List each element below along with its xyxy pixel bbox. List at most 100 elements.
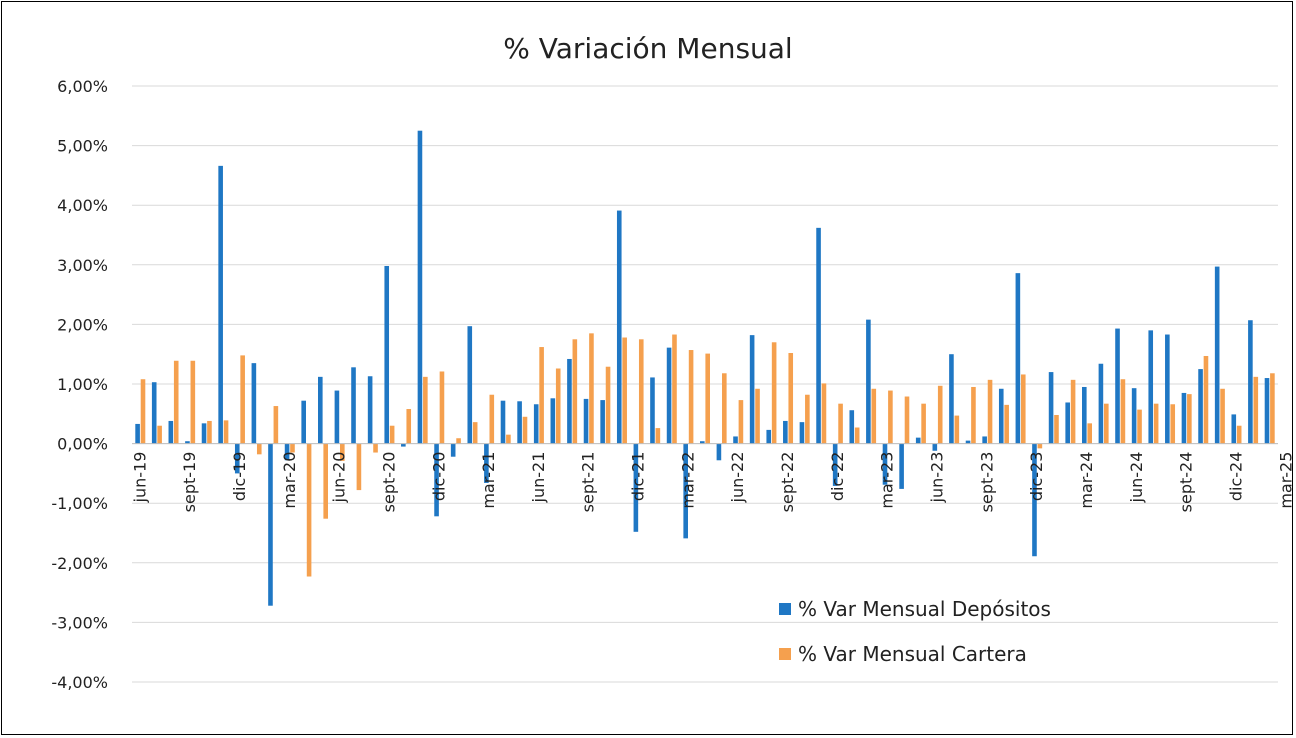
bar-cartera: [622, 337, 627, 444]
bar-depositos: [1148, 330, 1154, 444]
x-tick-label: dic-20: [429, 452, 448, 502]
bar-depositos: [1214, 266, 1220, 444]
bar-cartera: [987, 379, 993, 444]
bar-cartera: [472, 422, 478, 444]
bar-depositos: [1165, 334, 1170, 444]
bar-depositos: [650, 377, 655, 444]
x-tick-label: dic-23: [1027, 452, 1046, 502]
bar-depositos: [799, 422, 805, 444]
bar-cartera: [555, 368, 561, 444]
bar-depositos: [450, 443, 456, 457]
y-tick-label: 2,00%: [57, 315, 108, 334]
bar-depositos: [816, 227, 821, 444]
bar-cartera: [722, 373, 727, 444]
bar-cartera: [423, 376, 428, 444]
bar-depositos: [666, 347, 672, 444]
bar-depositos: [168, 420, 174, 444]
bar-cartera: [1220, 388, 1225, 444]
bar-cartera: [256, 443, 262, 455]
bar-cartera: [273, 406, 279, 444]
bar-depositos: [434, 443, 439, 517]
x-tick-label: sept-23: [977, 452, 996, 513]
bar-depositos: [949, 354, 954, 444]
x-tick-label: mar-22: [678, 452, 697, 509]
bar-depositos: [1198, 369, 1203, 444]
bar-depositos: [367, 376, 373, 444]
x-tick-label: jun-24: [1127, 452, 1146, 504]
bar-depositos: [832, 443, 838, 486]
bar-cartera: [805, 394, 810, 444]
bar-depositos: [1264, 378, 1270, 444]
legend-swatch-depositos: [779, 603, 791, 615]
bar-depositos: [1032, 443, 1037, 557]
bar-cartera: [954, 415, 960, 444]
bar-depositos: [583, 398, 589, 444]
bar-cartera: [522, 416, 528, 444]
bar-cartera: [373, 443, 378, 453]
bars: [135, 130, 1275, 606]
bar-cartera: [190, 360, 196, 444]
bar-depositos: [234, 443, 240, 474]
x-tick-label: jun-20: [330, 452, 349, 504]
bar-cartera: [755, 388, 760, 444]
bar-depositos: [733, 436, 738, 444]
bar-depositos: [700, 441, 705, 444]
bar-depositos: [1015, 273, 1021, 444]
bar-cartera: [1037, 443, 1043, 449]
bar-cartera: [290, 443, 295, 453]
bar-depositos: [882, 443, 888, 485]
x-tick-label: jun-23: [928, 452, 947, 504]
x-tick-label: mar-20: [280, 452, 299, 509]
y-tick-label: -2,00%: [51, 554, 108, 573]
bar-depositos: [783, 420, 788, 444]
y-tick-label: 0,00%: [57, 435, 108, 454]
bar-depositos: [849, 410, 855, 444]
bar-depositos: [1082, 386, 1087, 444]
bar-depositos: [1181, 392, 1187, 444]
bar-depositos: [135, 423, 140, 444]
bar-cartera: [1187, 394, 1192, 444]
bar-depositos: [218, 165, 223, 444]
bar-depositos: [899, 443, 904, 489]
bar-depositos: [151, 382, 157, 444]
bar-cartera: [1087, 423, 1092, 444]
bar-cartera: [1104, 403, 1109, 444]
bar-cartera: [638, 339, 644, 444]
bar-cartera: [439, 371, 445, 444]
bar-cartera: [306, 443, 312, 577]
gridlines: [132, 85, 1278, 683]
bar-cartera: [871, 388, 877, 444]
bar-cartera: [1170, 404, 1176, 444]
bar-cartera: [223, 420, 229, 444]
bar-cartera: [971, 386, 976, 444]
bar-cartera: [207, 420, 212, 444]
bar-cartera: [589, 333, 594, 444]
x-tick-label: mar-24: [1077, 452, 1096, 509]
bar-depositos: [982, 436, 987, 444]
bar-depositos: [550, 398, 556, 444]
legend-swatch-cartera: [779, 648, 791, 660]
bar-depositos: [616, 210, 622, 444]
bar-depositos: [517, 401, 522, 444]
legend: % Var Mensual Depósitos % Var Mensual Ca…: [779, 597, 1051, 666]
bar-cartera: [240, 355, 245, 444]
bar-cartera: [921, 403, 926, 444]
bar-depositos: [201, 423, 207, 444]
bar-depositos: [683, 443, 688, 539]
bar-depositos: [1231, 414, 1237, 444]
x-tick-label: jun-21: [529, 452, 548, 504]
y-tick-label: 4,00%: [57, 196, 108, 215]
bar-cartera: [1253, 376, 1259, 444]
legend-label-cartera: % Var Mensual Cartera: [798, 642, 1027, 666]
bar-depositos: [251, 363, 257, 444]
bar-cartera: [1054, 414, 1059, 444]
bar-cartera: [323, 443, 328, 519]
bar-depositos: [1115, 328, 1120, 444]
x-tick-label: mar-23: [878, 452, 897, 509]
bar-depositos: [1248, 320, 1253, 444]
bar-depositos: [301, 400, 306, 444]
bar-cartera: [1120, 379, 1126, 444]
bar-depositos: [533, 404, 539, 444]
bar-depositos: [467, 326, 473, 444]
